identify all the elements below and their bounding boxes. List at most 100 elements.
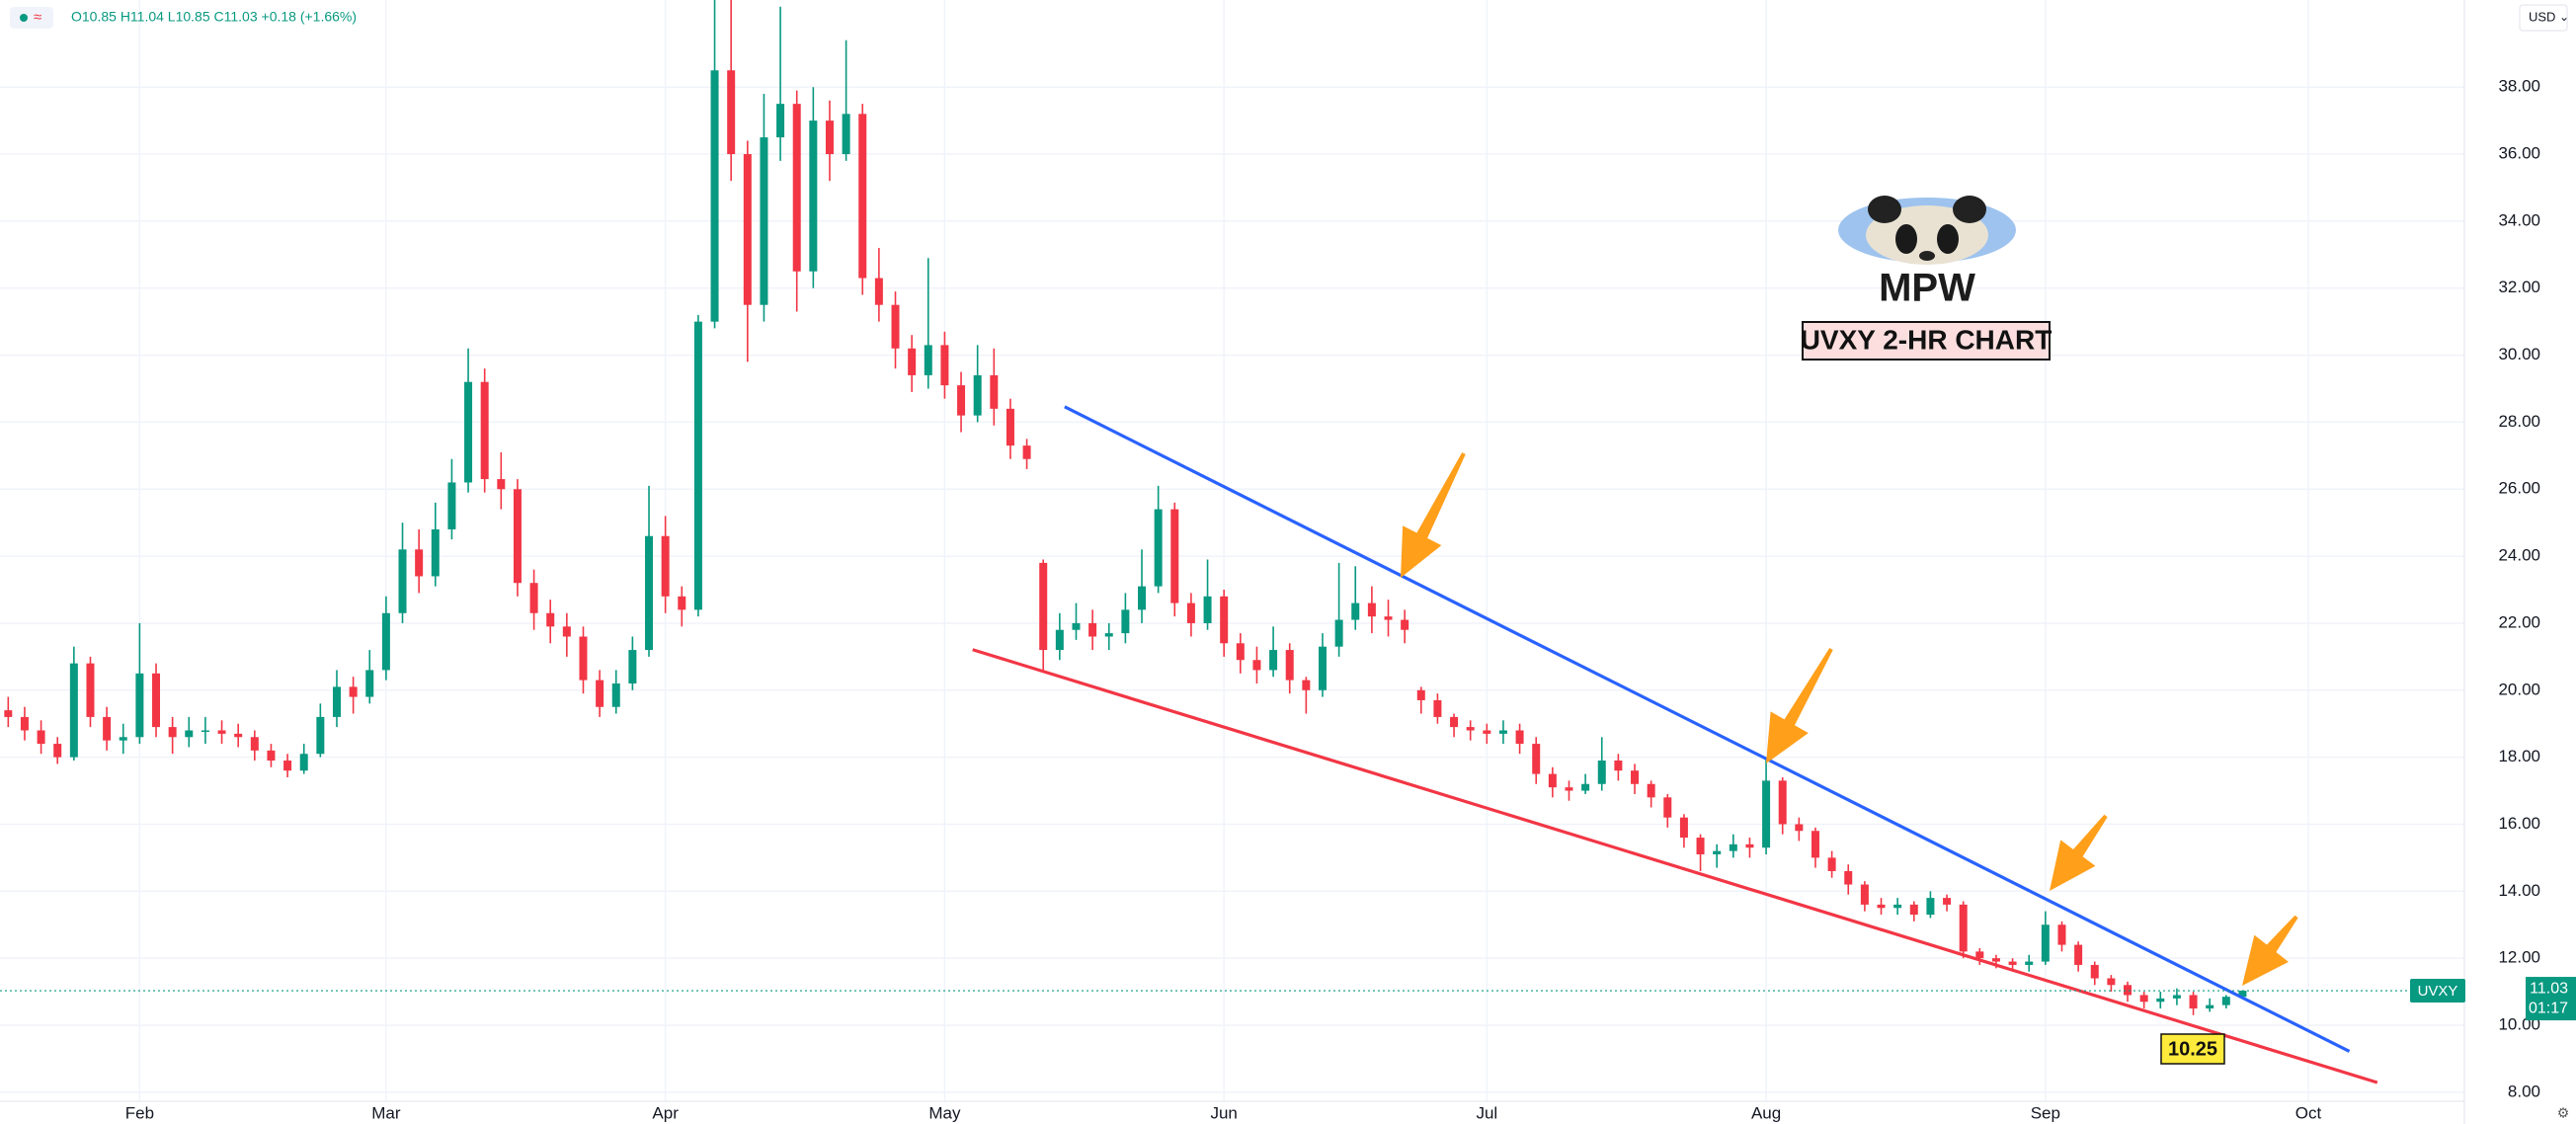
candle-body [1713, 850, 1722, 854]
status-dot [20, 14, 28, 22]
panda-ear [1868, 196, 1901, 223]
candle-body [2090, 964, 2099, 979]
candle-body [990, 374, 999, 409]
candle-body [1384, 616, 1393, 620]
candle-body [1104, 633, 1113, 637]
candle-body [464, 381, 473, 483]
countdown-label: 01:17 [2529, 1000, 2568, 1016]
candle-body [283, 761, 292, 771]
arrow [2242, 915, 2298, 986]
candle-body [1647, 783, 1655, 798]
y-tick-label: 22.00 [2498, 612, 2540, 631]
candle-body [809, 120, 818, 272]
candle-body [1679, 817, 1688, 839]
candle-body [1416, 689, 1425, 700]
candle-body [579, 636, 588, 681]
symbol-label: UVXY [2418, 983, 2458, 1000]
candle-body [1121, 609, 1130, 634]
candle-body [2025, 961, 2034, 965]
candle-body [940, 345, 949, 386]
candle-body [908, 348, 917, 375]
candle-body [349, 686, 358, 697]
candle-body [874, 278, 883, 305]
candle-body [1565, 787, 1573, 791]
candle-body [1220, 596, 1229, 644]
candle-body [447, 482, 456, 529]
candle-body [1269, 650, 1278, 671]
candle-body [858, 114, 867, 279]
candle-body [1252, 660, 1261, 671]
candle-body [1729, 843, 1737, 851]
candle-body [1154, 509, 1163, 587]
candle-body [69, 663, 78, 758]
candle-body [1138, 586, 1147, 610]
candle-body [103, 716, 112, 741]
candle-body [1943, 898, 1952, 905]
candle-body [529, 583, 538, 613]
x-tick-label: May [928, 1103, 961, 1122]
candle-body [727, 70, 736, 155]
x-tick-label: Oct [2295, 1103, 2322, 1122]
candle-body [299, 754, 308, 771]
logo: MPW UVXY 2-HR CHART [1801, 196, 2052, 361]
arrows [1401, 452, 2298, 986]
x-tick-label: Mar [371, 1103, 401, 1122]
candle-body [1483, 730, 1491, 734]
currency[interactable]: USD [2529, 9, 2555, 24]
x-tick-label: Aug [1751, 1103, 1781, 1122]
candle-body [1860, 884, 1869, 905]
candle-body [1778, 780, 1787, 825]
candle-body [645, 535, 654, 651]
series-toggle[interactable] [10, 7, 53, 29]
panda-nose [1919, 251, 1935, 261]
candle-body [2107, 978, 2116, 986]
candle-body [2206, 1004, 2214, 1009]
panda-ear [1953, 196, 1986, 223]
candle-body [398, 549, 407, 613]
x-tick-label: Apr [652, 1103, 679, 1122]
candle-body [2057, 924, 2066, 945]
axes: 8.0010.0012.0014.0016.0018.0020.0022.002… [125, 77, 2576, 1122]
candle-body [1203, 596, 1212, 623]
candle-body [1433, 699, 1442, 717]
plot-area [0, 0, 2464, 1084]
candle-body [135, 673, 144, 738]
candle-body [1367, 602, 1376, 617]
candle-body [710, 70, 719, 322]
candle-body [168, 727, 177, 738]
candle-body [2074, 944, 2083, 965]
wave-icon: ≈ [34, 9, 41, 26]
candle-body [760, 137, 768, 305]
candle-body [891, 304, 900, 349]
candle-body [1401, 619, 1409, 630]
candle-body [1170, 509, 1179, 603]
y-tick-label: 38.00 [2498, 77, 2540, 96]
y-tick-label: 14.00 [2498, 881, 2540, 900]
candle-body [1022, 445, 1031, 459]
candle-body [596, 680, 604, 707]
settings-icon[interactable]: ⚙ [2557, 1105, 2570, 1121]
currency-button[interactable] [2519, 4, 2568, 32]
candle-body [1548, 773, 1557, 788]
candle-body [37, 730, 45, 745]
arrow [2050, 814, 2108, 891]
trend-line [1064, 405, 2351, 1053]
candle-body [1631, 770, 1640, 784]
candle-body [842, 114, 850, 155]
candle-body [4, 710, 13, 717]
y-tick-label: 12.00 [2498, 948, 2540, 967]
candle-body [1811, 831, 1819, 858]
candle-body [1827, 857, 1836, 871]
candle-body [2124, 985, 2133, 996]
chart-label-box [1802, 321, 2051, 361]
candle-body [1597, 761, 1606, 784]
candle-body [2221, 997, 2230, 1005]
candle-body [825, 120, 834, 155]
y-tick-label: 18.00 [2498, 747, 2540, 765]
candle-body [316, 716, 325, 755]
candle-body [20, 716, 29, 731]
candle-body [1909, 904, 1918, 916]
candle-body [267, 750, 276, 762]
candle-body [1877, 904, 1886, 909]
